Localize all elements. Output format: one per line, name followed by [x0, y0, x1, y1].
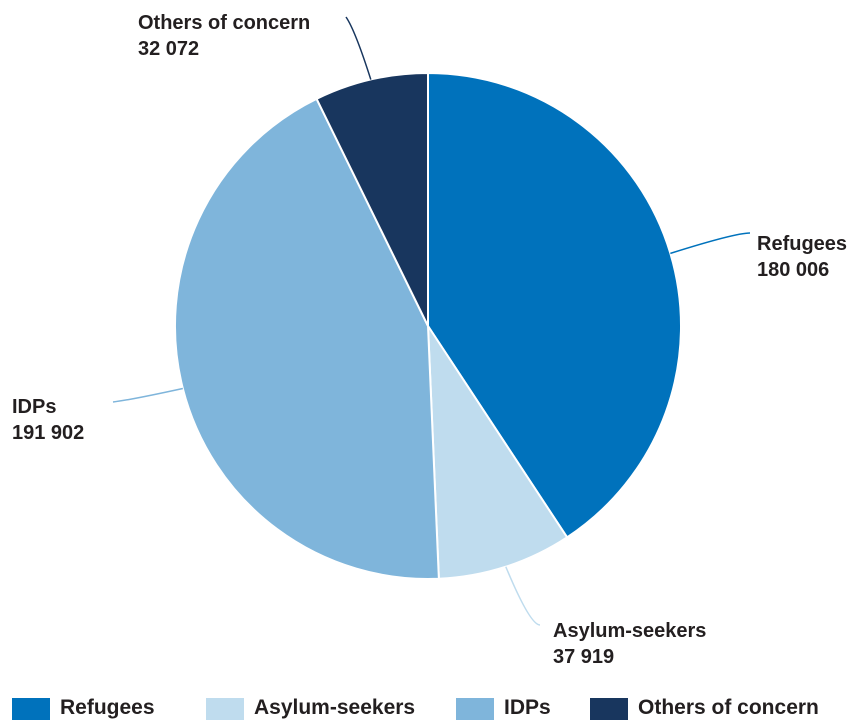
slice-value-others-of-concern: 32 072: [138, 38, 199, 60]
slice-value-asylum-seekers: 37 919: [553, 646, 614, 668]
pie-slice-idps: [174, 97, 440, 580]
slice-label-asylum-seekers: Asylum-seekers: [553, 620, 706, 642]
legend-swatch-others-of-concern: [590, 698, 628, 720]
slice-label-others-of-concern: Others of concern: [138, 12, 310, 34]
slice-value-refugees: 180 006: [757, 259, 829, 281]
pie-slice-others-of-concern: [315, 71, 429, 327]
slice-labels: Refugees 180 006 Asylum-seekers 37 919 IDPs 1…: [12, 12, 847, 668]
slice-value-idps: 191 902: [12, 422, 84, 444]
leader-line-asylum-seekers: [505, 566, 541, 626]
pie-slices: [174, 71, 683, 580]
leader-line-others-of-concern: [345, 16, 372, 80]
legend-label-asylum-seekers: Asylum-seekers: [254, 696, 416, 719]
legend-label-idps: IDPs: [504, 696, 551, 719]
leader-lines: [112, 16, 751, 626]
legend-label-others-of-concern: Others of concern: [638, 696, 819, 719]
pie-slice-asylum-seekers: [426, 322, 569, 580]
legend-label-refugees: Refugees: [60, 696, 155, 719]
legend: Refugees Asylum-seekers IDPs Others of c…: [12, 692, 859, 724]
legend-swatch-refugees: [12, 698, 50, 720]
legend-swatch-idps: [456, 698, 494, 720]
slice-label-idps: IDPs: [12, 396, 56, 418]
legend-swatch-asylum-seekers: [206, 698, 244, 720]
leader-line-idps: [112, 387, 183, 403]
slice-label-refugees: Refugees: [757, 233, 847, 255]
leader-line-refugees: [670, 232, 751, 255]
